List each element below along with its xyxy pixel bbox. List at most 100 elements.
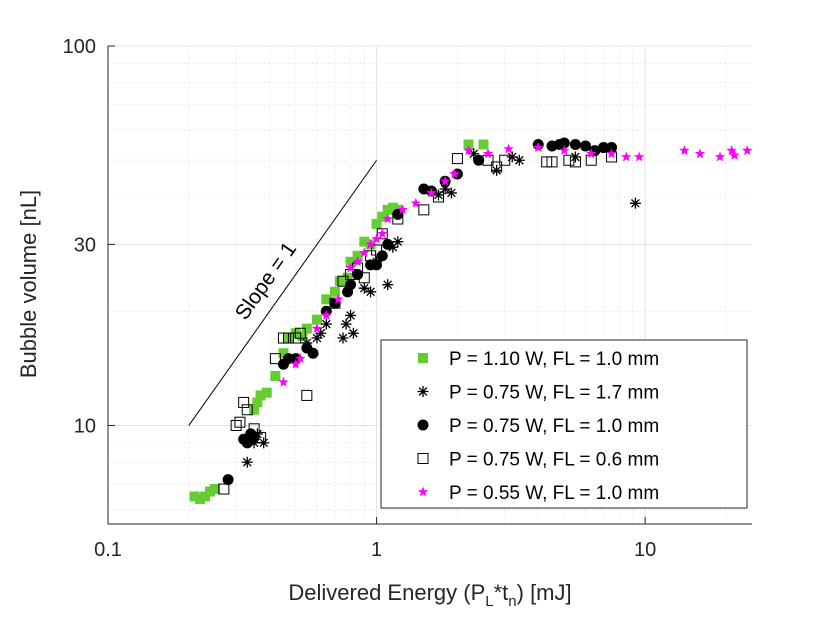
data-point xyxy=(334,276,345,287)
data-point xyxy=(513,154,525,166)
data-point xyxy=(580,140,592,152)
y-tick-label: 30 xyxy=(74,234,96,256)
legend-label: P = 0.55 W, FL = 1.0 mm xyxy=(449,483,659,504)
data-point xyxy=(248,423,260,435)
data-point xyxy=(679,145,690,156)
data-point xyxy=(432,189,444,201)
data-point xyxy=(382,279,394,291)
data-point xyxy=(432,191,444,203)
data-point xyxy=(345,279,357,291)
data-point xyxy=(463,139,474,150)
legend-label: P = 1.10 W, FL = 1.0 mm xyxy=(449,349,659,370)
data-point xyxy=(377,228,388,239)
data-point xyxy=(445,187,457,199)
data-point xyxy=(606,142,618,154)
legend-entry: P = 0.55 W, FL = 1.0 mm xyxy=(417,483,659,504)
data-point xyxy=(333,293,344,304)
series-5 xyxy=(278,142,753,387)
data-point xyxy=(463,145,474,156)
data-point xyxy=(546,156,558,168)
legend-entry: P = 0.75 W, FL = 1.7 mm xyxy=(417,383,659,404)
data-point xyxy=(742,145,753,156)
data-point xyxy=(269,353,281,365)
legend-entry: P = 0.75 W, FL = 0.6 mm xyxy=(417,450,659,471)
data-point xyxy=(297,331,308,342)
data-point xyxy=(321,309,332,320)
data-point xyxy=(320,318,332,330)
slope-line xyxy=(188,159,377,426)
data-point xyxy=(270,371,281,382)
data-point xyxy=(371,218,382,229)
data-point xyxy=(255,390,266,401)
x-axis-label: Delivered Energy (PL*tn) [mJ] xyxy=(288,580,571,610)
data-point xyxy=(478,139,489,150)
data-point xyxy=(633,151,645,162)
data-point xyxy=(387,241,399,253)
data-point xyxy=(694,148,706,159)
data-point xyxy=(189,491,200,502)
data-point xyxy=(533,142,544,152)
data-point xyxy=(345,256,356,267)
data-point xyxy=(294,327,306,339)
data-point xyxy=(358,282,370,294)
x-tick-label: 10 xyxy=(634,539,656,561)
data-point xyxy=(278,348,289,359)
data-point xyxy=(410,197,422,208)
series-4 xyxy=(218,151,618,495)
data-point xyxy=(315,327,327,339)
data-point xyxy=(307,347,319,359)
data-point xyxy=(321,294,332,305)
data-point xyxy=(606,148,617,159)
data-point xyxy=(559,145,570,156)
data-point xyxy=(283,332,295,344)
data-point xyxy=(506,151,518,163)
legend-entry: P = 0.75 W, FL = 1.0 mm xyxy=(417,416,659,437)
data-point xyxy=(371,233,382,244)
data-point xyxy=(473,154,485,166)
y-axis-label: Bubble volume [nL] xyxy=(16,190,41,378)
data-point xyxy=(371,244,383,256)
data-point xyxy=(491,161,503,173)
data-point xyxy=(340,318,352,330)
data-point xyxy=(359,236,370,247)
legend-label: P = 0.75 W, FL = 0.6 mm xyxy=(449,450,659,471)
data-point xyxy=(249,404,260,415)
data-point xyxy=(352,250,363,261)
data-point xyxy=(347,327,359,339)
data-point xyxy=(311,323,323,334)
data-point xyxy=(451,153,463,165)
y-tick-label: 10 xyxy=(74,415,96,437)
data-point xyxy=(345,309,357,321)
data-point xyxy=(234,416,246,428)
data-point xyxy=(468,148,480,160)
legend-marker xyxy=(417,453,429,464)
data-point xyxy=(482,148,494,159)
legend-marker xyxy=(418,353,428,363)
data-point xyxy=(222,474,234,486)
data-point xyxy=(382,204,393,215)
data-point xyxy=(230,419,242,431)
legend-marker xyxy=(417,419,429,431)
data-point xyxy=(439,183,451,195)
data-point xyxy=(491,164,503,176)
data-point xyxy=(337,275,349,287)
data-point xyxy=(449,168,460,179)
legend-marker xyxy=(417,486,429,497)
data-point xyxy=(558,137,570,149)
data-point xyxy=(352,256,363,267)
data-point xyxy=(248,431,260,443)
data-point xyxy=(376,250,388,262)
legend: P = 1.10 W, FL = 1.0 mm P = 0.75 W, FL = … xyxy=(380,339,748,509)
data-point xyxy=(586,148,597,159)
y-tick-label: 100 xyxy=(63,36,96,58)
data-point xyxy=(311,332,323,344)
data-point xyxy=(620,151,632,162)
data-point xyxy=(209,484,220,495)
x-tick-label: 1 xyxy=(371,539,382,561)
data-point xyxy=(359,247,370,258)
data-point xyxy=(629,197,641,209)
data-point xyxy=(563,154,575,166)
data-point xyxy=(426,187,437,198)
data-point xyxy=(218,483,230,495)
